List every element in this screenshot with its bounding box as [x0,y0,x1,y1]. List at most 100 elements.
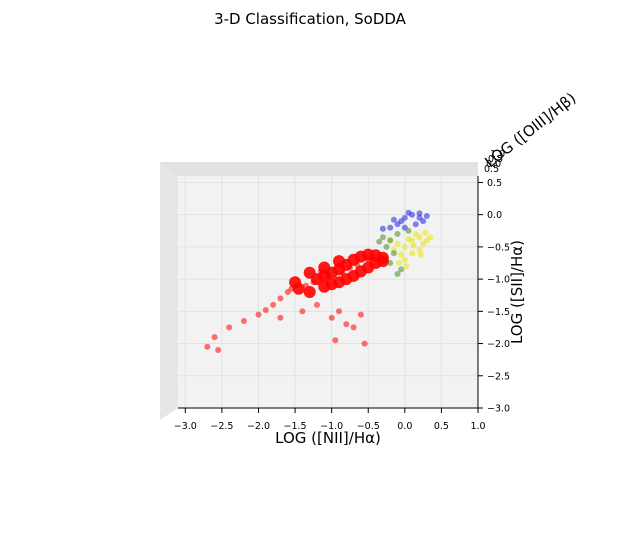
scatter-point [398,266,405,273]
scatter-point [310,279,317,286]
scatter-point [416,210,423,217]
scatter-point [417,251,424,258]
scatter-point [403,263,410,270]
scatter-point [410,242,417,249]
x-tick-label: −1.0 [320,421,343,432]
scatter-point [405,209,412,216]
scatter-point [340,273,353,286]
svg-text:0.5: 0.5 [488,154,503,165]
scatter-point [396,260,402,266]
scatter-point [277,314,284,321]
scatter-point [299,308,306,315]
scatter-point [277,295,284,302]
scatter-point [215,347,222,353]
z-axis-label: LOG ([OIII]/Hβ) [481,89,579,171]
scatter-point [409,250,416,257]
scatter-point [412,231,419,237]
scatter-point [387,237,394,244]
x-tick-label: −2.5 [210,421,233,432]
scatter-point [288,285,295,292]
y-tick-label: −1.5 [487,307,510,318]
scatter-point [343,321,350,328]
scatter-point [354,265,367,278]
scatter-point [416,247,423,254]
scatter-point [339,269,346,276]
x-tick-label: −3.0 [174,421,197,432]
x-tick-label: 0.5 [434,421,449,432]
y-ticks: 0.5 0.0 −0.5 −1.0 −1.5 −2.0 −2.5 −3.0 [478,178,510,415]
scatter-point [423,213,430,219]
y-tick-label: 0.0 [487,210,502,221]
scatter-point [255,311,262,318]
plot-pane [178,176,478,408]
y-axis-label: LOG ([SII]/Hα) [508,240,526,344]
y-tick-label: 0.5 [487,178,502,189]
x-ticks: −3.0 −2.5 −2.0 −1.5 −1.0 −0.5 0.0 0.5 1.0 [174,408,486,432]
scatter-point [394,240,401,247]
scatter-point [420,218,427,225]
scatter-point [303,282,309,289]
scatter-point [325,278,338,291]
scatter-point [328,314,335,321]
svg-text:0.5: 0.5 [484,164,499,175]
scatter-point [387,260,394,266]
chart-title: 3-D Classification, SoDDA [214,10,407,28]
scatter-point [332,337,339,344]
scatter-point [376,255,389,268]
scatter-point [354,261,361,268]
x-tick-label: −1.5 [284,421,307,432]
scatter-point [357,311,364,318]
scatter-point [314,301,320,308]
scatter-point [325,274,331,281]
svg-text:0.0: 0.0 [486,159,501,170]
x-tick-label: 1.0 [470,421,485,432]
scatter-point [270,301,277,308]
scatter-point [398,251,405,258]
x-tick-label: −0.5 [357,421,380,432]
scatter-point [412,221,419,228]
scatter-point [204,343,211,350]
scatter-point [383,243,390,250]
left-pane [160,162,178,420]
scatter-point [350,324,357,331]
scatter-point [390,216,397,223]
scatter-point [226,324,233,331]
scatter-point [394,231,401,237]
y-tick-label: −0.5 [487,242,510,253]
x-axis-label: LOG ([NII]/Hα) [275,429,381,447]
scatter-point [333,255,345,268]
scatter-point [427,234,434,241]
scatter-point [398,218,405,225]
z-axis-ticks: 0.5 0.0 0.5 1.0 [484,149,505,175]
scatter-point [401,256,408,263]
y-tick-label: −2.5 [487,371,510,382]
scatter-point [368,254,375,261]
scatter-point [347,264,353,271]
y-tick-label: −3.0 [487,404,510,415]
scatter-point [376,238,383,245]
y-tick-label: −1.0 [487,275,510,286]
scatter-point [405,236,412,243]
x-tick-label: −2.0 [247,421,270,432]
scatter-point [317,268,324,275]
x-tick-label: 0.0 [397,421,412,432]
scatter-point [211,334,218,341]
scatter-point [240,318,247,324]
scatter-point [405,227,412,234]
scatter-point [394,271,401,277]
scatter-point [379,234,386,241]
top-pane [160,162,478,176]
scatter-point [379,225,386,232]
scatter-point [361,340,368,347]
scatter-point [336,308,342,315]
scatter-point [390,250,397,257]
scatter-point [422,229,429,236]
svg-text:1.0: 1.0 [490,149,505,160]
scatter-points [204,209,434,353]
scatter-point [262,307,269,313]
scatter-point [401,243,408,250]
scatter-point [303,266,316,279]
y-tick-label: −2.0 [487,339,510,350]
scatter-point [292,282,305,295]
